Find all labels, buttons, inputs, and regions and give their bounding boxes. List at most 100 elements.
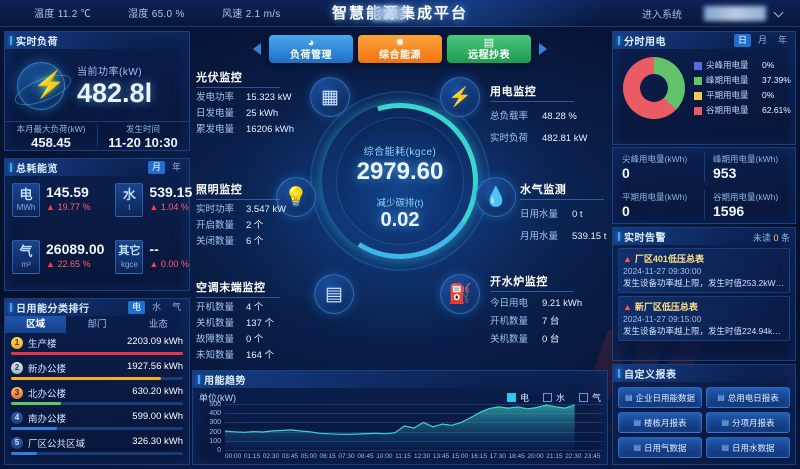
metric-value: 539.15 (149, 184, 193, 200)
x-tick-label: 10:00 (376, 453, 393, 460)
custom-reports-panel: 自定义报表 ▤ 企业日用能数据 ▤ 总用电日报表 ▤ 楼栋月报表 ▤ 分项月报表 ▤ 日用气数据 ▤… (612, 364, 796, 465)
ranking-row[interactable]: 1 生产楼 2203.09 kWh (11, 336, 183, 361)
rank-bar-fill (11, 452, 37, 455)
legend-electricity[interactable]: 电 (506, 391, 529, 404)
report-label: 日用水数据 (732, 442, 775, 453)
type-tab-water[interactable]: 水 (151, 302, 161, 312)
gauge-icon: ◕ (307, 37, 315, 49)
module-nav: ◕ 负荷管理 ✸ 综合能源 ▤ 远程抄表 (252, 34, 548, 64)
legend-percent: 0% (762, 60, 775, 70)
time-of-use-panel: 分时用电 日 月 年 尖峰用电量 0% 峰期用电量 37.39% 平期用电量 0% 谷期用电… (612, 31, 796, 145)
tab-year[interactable]: 年 (171, 162, 181, 172)
tab-year[interactable]: 年 (777, 35, 787, 45)
alarm-item[interactable]: ▲ 新厂区低压总表 2024-11-27 09:15:00 发生设备功率越上限，发生时… (618, 296, 790, 341)
lightning-icon[interactable]: ⚡ (440, 77, 480, 117)
legend-swatch (694, 61, 702, 70)
chevron-left-icon[interactable] (252, 38, 264, 60)
report-button[interactable]: ▤ 总用电日报表 (706, 387, 790, 408)
water-drop-icon[interactable]: 💧 (476, 177, 516, 217)
report-label: 日用气数据 (644, 442, 687, 453)
alarm-device: 厂区401低压总表 (634, 254, 704, 264)
water-boiler-icon[interactable]: ⛽ (440, 274, 480, 314)
lighting-monitoring-block: 照明监控 实时功率 3.547 kW 开启数量 2 个 关闭数量 6 个 (196, 180, 286, 248)
power-bolt-graphic: ⚡ (11, 56, 73, 114)
user-name[interactable] (704, 6, 766, 21)
tab-business[interactable]: 业态 (148, 319, 168, 330)
report-button[interactable]: ▤ 企业日用能数据 (618, 387, 702, 408)
accent-bar-icon (198, 375, 200, 384)
metric-value: 145.59 (46, 184, 89, 200)
rank-bar-track (11, 352, 183, 355)
rank-badge: 3 (11, 386, 23, 399)
ranking-row[interactable]: 2 新办公楼 1927.56 kWh (11, 361, 183, 386)
checkbox-gas[interactable] (578, 393, 588, 402)
y-tick-label: 0 (217, 447, 221, 454)
tab-day[interactable]: 日 (733, 34, 751, 47)
ranking-row[interactable]: 3 北办公楼 630.20 kWh (11, 386, 183, 411)
report-button[interactable]: ▤ 楼栋月报表 (618, 412, 702, 433)
realtime-alarm-panel: 实时告警 未读 0 条 ▲ 厂区401低压总表 2024-11-27 09:30:0… (612, 227, 796, 361)
rank-badge: 4 (11, 411, 23, 424)
tab-month[interactable]: 月 (757, 35, 767, 45)
total-consumption-value: 2979.60 (356, 158, 444, 185)
rank-bar-track (11, 427, 183, 430)
alarm-time: 2024-11-27 09:30:00 (623, 266, 702, 276)
grid-line (225, 422, 603, 424)
light-bulb-icon[interactable]: 💡 (276, 177, 316, 217)
report-button[interactable]: ▤ 分项月报表 (706, 412, 790, 433)
chart-legend: 电 水 气 (506, 391, 601, 404)
tab-month[interactable]: 月 (147, 161, 165, 174)
x-tick-label: 01:15 (243, 453, 261, 460)
alarm-item[interactable]: ▲ 厂区401低压总表 2024-11-27 09:30:00 发生设备功率越上限，发… (618, 248, 790, 293)
energy-trend-panel: 用能趋势 单位(kW) 电 水 气 500 400 300 200 100 0 00:00… (192, 370, 608, 465)
panel-title: 总耗能览 (16, 164, 58, 175)
warning-icon: ▲ (623, 253, 632, 264)
legend-gas[interactable]: 气 (578, 391, 601, 404)
accent-bar-icon (10, 163, 12, 172)
x-tick-label: 23:45 (584, 453, 601, 460)
nav-button-remote-meter[interactable]: ▤ 远程抄表 (447, 35, 531, 63)
type-tab-gas[interactable]: 气 (171, 302, 181, 312)
x-tick-label: 15:00 (451, 453, 469, 460)
nav-button-load-management[interactable]: ◕ 负荷管理 (269, 35, 353, 63)
realtime-load-panel: 实时负荷 ⚡ 当前功率(kW) 482.8l 本月最大负荷(kW) 458.45… (4, 31, 190, 151)
panel-title: 自定义报表 (624, 370, 677, 381)
block-title: 开水炉监控 (490, 273, 574, 292)
nav-button-integrated-energy[interactable]: ✸ 综合能源 (358, 35, 442, 63)
alarm-device: 新厂区低压总表 (634, 302, 698, 312)
ranking-row[interactable]: 5 厂区公共区域 326.30 kWh (11, 436, 183, 461)
checkbox-water[interactable] (542, 393, 552, 402)
checkbox-electricity[interactable] (506, 393, 516, 402)
ranking-row[interactable]: 4 南办公楼 599.00 kWh (11, 411, 183, 436)
alarm-list: ▲ 厂区401低压总表 2024-11-27 09:30:00 发生设备功率越上限，发… (613, 245, 795, 341)
x-tick-label: 08:45 (357, 453, 374, 460)
report-label: 企业日用能数据 (635, 392, 696, 403)
ranking-dimension-tabs: 区域 部门 业态 (5, 316, 189, 333)
tab-area[interactable]: 区域 (5, 316, 67, 333)
chevron-right-icon[interactable] (536, 38, 548, 60)
panel-header: 用能趋势 (193, 371, 607, 388)
rank-badge: 2 (11, 361, 23, 374)
rank-value: 1927.56 kWh (127, 361, 183, 372)
energy-ring-gauge: 综合能耗(kgce) 2979.60 减少碳排(t) 0.02 (294, 75, 506, 287)
enter-system-link[interactable]: 进入系统 (642, 10, 682, 21)
legend-percent: 37.39% (762, 75, 791, 85)
report-button[interactable]: ▤ 日用气数据 (618, 437, 702, 458)
type-tab-electricity[interactable]: 电 (127, 301, 145, 314)
legend-item: 平期用电量 0% (694, 88, 791, 103)
accent-bar-icon (618, 232, 620, 241)
solar-panel-icon[interactable]: ▦ (310, 77, 350, 117)
block-title: 光伏监控 (196, 69, 280, 88)
time-of-use-stats: 尖峰用电量(kWh) 0 峰期用电量(kWh) 953 平期用电量(kWh) 0 谷期用电量… (612, 147, 796, 224)
trend-chart: 500 400 300 200 100 0 00:00 01:15 02:30 03:45 05:… (199, 401, 603, 464)
legend-percent: 0% (762, 90, 775, 100)
air-conditioner-icon[interactable]: ▤ (314, 274, 354, 314)
electricity-monitoring-block: 用电监控 总负载率 48.28 % 实时负荷 482.81 kW (490, 82, 587, 145)
legend-swatch (694, 76, 702, 85)
y-tick-label: 300 (209, 419, 221, 427)
report-button[interactable]: ▤ 日用水数据 (706, 437, 790, 458)
legend-water[interactable]: 水 (542, 391, 565, 404)
x-tick-label: 05:00 (300, 453, 317, 460)
panel-title: 实时负荷 (16, 37, 58, 48)
tab-department[interactable]: 部门 (87, 319, 107, 330)
